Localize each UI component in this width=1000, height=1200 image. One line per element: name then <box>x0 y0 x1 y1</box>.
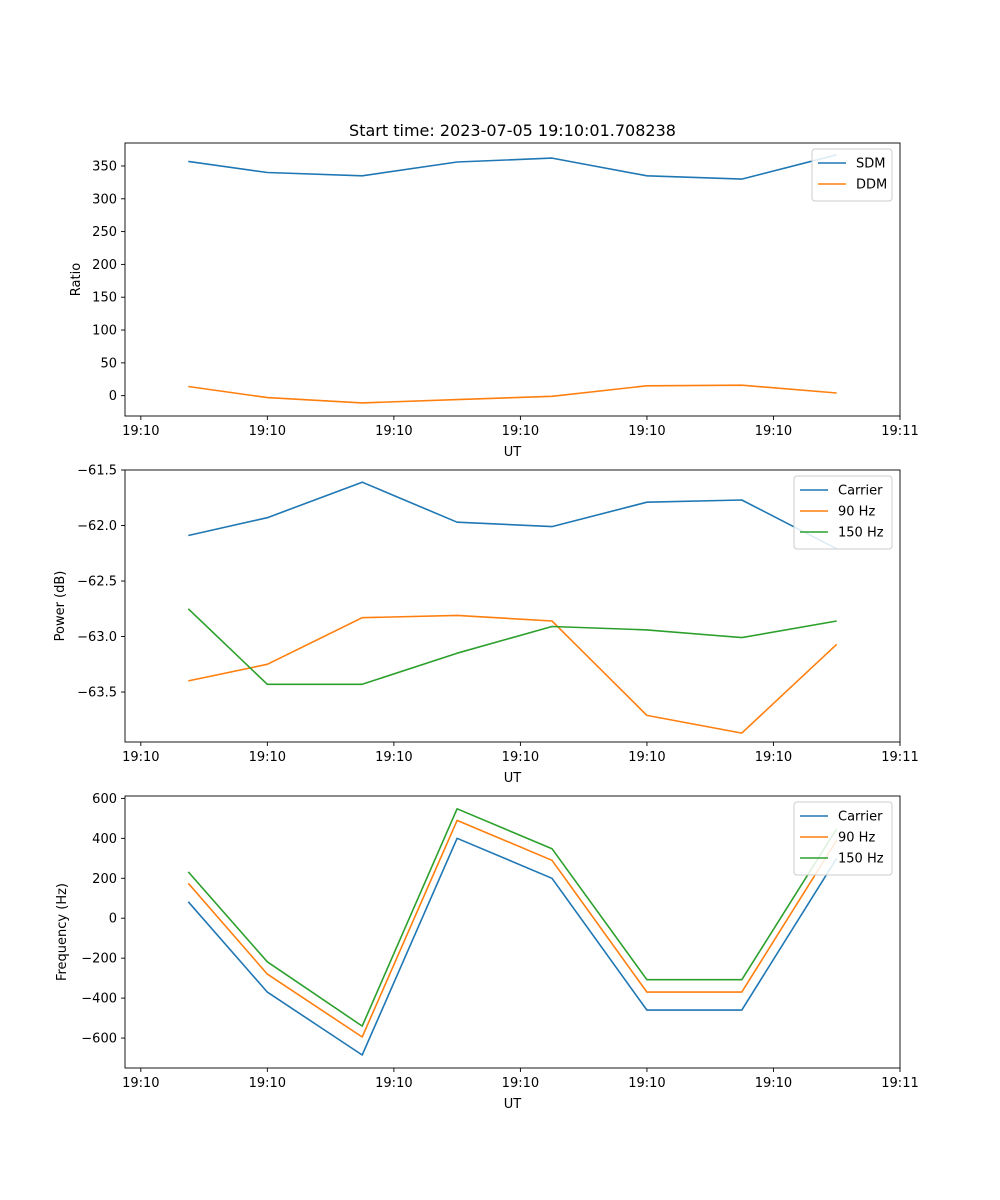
y-tick-label: −200 <box>81 952 117 967</box>
legend-label: 150 Hz <box>838 852 884 867</box>
legend-label: 150 Hz <box>838 526 884 541</box>
legend: SDM DDM <box>811 148 893 202</box>
x-tick-label: 19:10 <box>375 424 412 439</box>
x-tick-label: 19:10 <box>502 750 539 765</box>
y-tick-label: −62.0 <box>77 519 117 534</box>
panel-2: 19:10 19:10 19:10 19:10 19:10 19:10 19:11 −63.5… <box>53 464 919 787</box>
series-line-150-hz <box>187 608 837 686</box>
x-tick-label: 19:10 <box>628 1076 665 1091</box>
legend-label: 90 Hz <box>838 831 875 846</box>
x-tick-label: 19:10 <box>628 424 665 439</box>
axes-frame <box>124 469 901 743</box>
x-tick-label: 19:10 <box>502 1076 539 1091</box>
x-tick-label: 19:11 <box>881 750 918 765</box>
y-tick-label: 350 <box>92 159 117 174</box>
y-tick-label: 0 <box>109 912 117 927</box>
y-tick-label: 250 <box>92 225 117 240</box>
x-tick-label: 19:10 <box>249 424 286 439</box>
x-tick-label: 19:10 <box>628 750 665 765</box>
series-line-ddm <box>188 384 837 404</box>
y-axis-label: Power (dB) <box>53 571 68 642</box>
panel-3: 19:10 19:10 19:10 19:10 19:10 19:10 19:11 −600 −… <box>55 792 919 1112</box>
legend-box <box>811 148 893 202</box>
legend-box <box>793 475 893 550</box>
y-tick-label: 600 <box>92 792 117 807</box>
x-tick-label: 19:10 <box>122 424 159 439</box>
x-tick-label: 19:10 <box>755 750 792 765</box>
legend-label: Carrier <box>838 484 883 499</box>
legend-label: Carrier <box>838 810 883 825</box>
y-tick-label: −400 <box>81 992 117 1007</box>
y-tick-label: 200 <box>92 872 117 887</box>
x-axis-label: UT <box>504 1097 522 1112</box>
x-tick-label: 19:10 <box>755 1076 792 1091</box>
x-tick-label: 19:10 <box>502 424 539 439</box>
series-line-sdm <box>188 154 837 180</box>
panel-1: 19:10 19:10 19:10 19:10 19:10 19:10 19:11 0 50 10… <box>69 121 919 460</box>
y-tick-label: 300 <box>92 192 117 207</box>
series-line-carrier <box>187 837 838 1056</box>
y-axis-label: Frequency (Hz) <box>55 883 70 981</box>
legend: Carrier 90 Hz 150 Hz <box>793 475 893 550</box>
legend: Carrier 90 Hz 150 Hz <box>793 801 893 876</box>
x-tick-label: 19:10 <box>249 1076 286 1091</box>
x-tick-label: 19:10 <box>122 1076 159 1091</box>
y-axis-label: Ratio <box>69 263 84 296</box>
series-line-150-hz <box>187 807 838 1027</box>
x-tick-label: 19:11 <box>881 1076 918 1091</box>
x-tick-label: 19:10 <box>375 1076 412 1091</box>
series-line-carrier <box>188 481 838 550</box>
x-axis-label: UT <box>504 445 522 460</box>
y-tick-label: −62.5 <box>77 575 117 590</box>
axes-frame <box>124 795 901 1069</box>
y-tick-label: 200 <box>92 258 117 273</box>
y-tick-label: −63.0 <box>77 630 117 645</box>
chart-title: Start time: 2023-07-05 19:10:01.708238 <box>349 121 676 140</box>
y-tick-label: 150 <box>92 291 117 306</box>
legend-label: 90 Hz <box>838 505 875 520</box>
series-line-90-hz <box>188 614 838 734</box>
x-axis-label: UT <box>504 771 522 786</box>
x-tick-label: 19:11 <box>881 424 918 439</box>
y-tick-label: −63.5 <box>77 686 117 701</box>
y-tick-label: −61.5 <box>77 464 117 479</box>
y-tick-label: −600 <box>81 1032 117 1047</box>
y-tick-label: 0 <box>109 389 117 404</box>
y-tick-label: 50 <box>100 356 117 371</box>
x-tick-label: 19:10 <box>755 424 792 439</box>
series-line-90-hz <box>187 819 838 1038</box>
x-tick-label: 19:10 <box>122 750 159 765</box>
y-tick-label: 400 <box>92 832 117 847</box>
axes-frame <box>124 142 901 417</box>
legend-label: DDM <box>856 178 887 193</box>
x-tick-label: 19:10 <box>375 750 412 765</box>
y-tick-label: 100 <box>92 324 117 339</box>
legend-box <box>793 801 893 876</box>
x-tick-label: 19:10 <box>249 750 286 765</box>
legend-label: SDM <box>856 157 885 172</box>
